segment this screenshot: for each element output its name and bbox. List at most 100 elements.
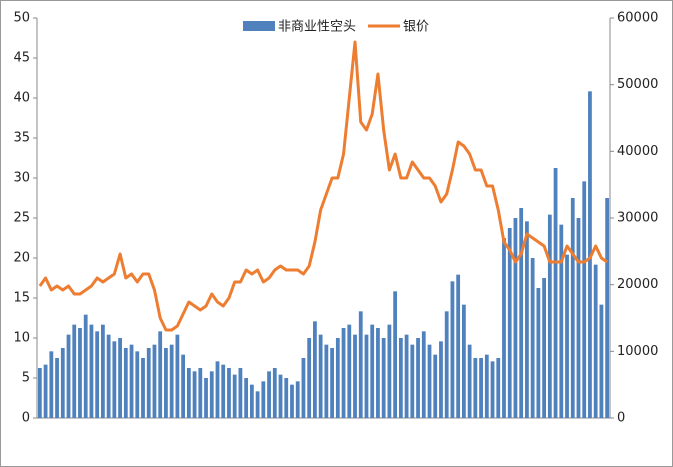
line [38,40,608,332]
bar [507,228,512,418]
bar [542,278,546,418]
bar [318,334,323,418]
bar [398,338,403,418]
y-tick-label: 40 [13,91,30,106]
y-tick-label: 50 [13,11,30,26]
bar [484,354,489,418]
bar [158,331,163,418]
bar [387,324,392,418]
bar [565,254,569,418]
bar [364,334,369,418]
bar [106,334,111,418]
y2-tick-label: 0 [617,411,625,426]
bar [60,348,65,418]
bar [89,324,94,418]
bar [209,371,214,418]
bar [433,354,438,418]
bar [135,351,140,418]
bar [605,198,610,418]
bar [599,304,604,418]
bar [232,374,237,418]
bar [450,281,455,418]
y2-tick-label: 50000 [617,77,658,92]
bar [221,364,226,418]
bar [83,314,88,418]
bar [381,338,386,418]
bar [313,321,317,418]
bar [284,378,289,418]
bar [307,338,312,418]
bar [37,368,42,418]
bar [416,338,420,418]
bar [272,368,277,418]
bar [473,358,478,418]
bar [146,348,151,418]
bar [502,238,506,418]
bar [347,324,352,418]
bar [456,274,461,418]
bar [238,368,243,418]
bar [112,341,117,418]
y-tick-label: 10 [13,331,30,346]
bar [129,344,134,418]
bar [164,348,168,418]
y2-tick-label: 40000 [617,144,658,159]
bar [330,348,334,418]
bar [582,181,587,418]
y-tick-label: 30 [13,171,30,186]
bar [43,364,48,418]
bar [66,334,71,418]
bar [341,328,346,418]
legend: 非商业性空头 银价 [243,20,429,35]
bar [175,334,180,418]
y2-tick-label: 10000 [617,344,658,359]
bar [393,291,398,418]
bar [198,368,203,418]
bar [295,381,300,418]
bar [410,344,415,418]
bar [553,168,558,418]
y-tick-label: 20 [13,251,30,266]
bar [141,358,145,418]
bar [118,338,122,418]
y2-tick-label: 60000 [617,11,658,26]
y-tick-label: 15 [13,291,30,306]
bar [593,264,598,418]
bar [55,358,59,418]
bar [439,341,443,418]
bar [559,224,564,418]
bar [278,374,283,418]
bar [261,381,266,418]
bar [461,304,466,418]
bar [301,358,306,418]
y-tick-label: 45 [13,51,30,66]
bar [358,311,363,418]
bar [227,368,231,418]
y2-tick-label: 30000 [617,211,658,226]
y-tick-label: 35 [13,131,30,146]
bar [152,344,157,418]
bar [404,334,409,418]
bar [186,368,191,418]
bar [181,354,186,418]
bar [244,378,249,418]
bar [376,328,380,418]
bar [255,391,260,418]
bar [204,378,208,418]
bar [335,338,340,418]
bar [72,324,77,418]
bar [78,328,82,418]
bar [123,348,128,418]
y2-tick-label: 20000 [617,277,658,292]
bar [427,344,432,418]
bar [530,258,535,418]
bar [519,208,524,418]
bar [525,221,529,418]
bar [513,218,518,418]
bar [421,331,426,418]
bar [101,324,105,418]
bar [49,351,54,418]
bar [467,344,472,418]
